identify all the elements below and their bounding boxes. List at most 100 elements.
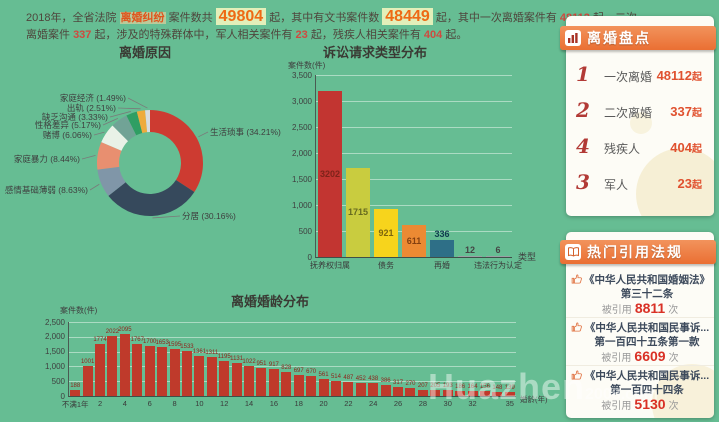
bar <box>95 343 106 396</box>
cited-label: 被引用 <box>601 305 632 316</box>
donut-slice-0 <box>150 110 204 192</box>
bar <box>343 381 354 396</box>
x-axis-tick-label: 20 <box>319 399 328 408</box>
thumbs-up-icon <box>571 320 583 338</box>
bar-value-label: 2022 <box>105 329 120 336</box>
bar-value-label: 670 <box>306 369 317 376</box>
bar-value-label: 207 <box>417 382 428 389</box>
gridline <box>69 351 516 353</box>
cited-unit: 次 <box>668 305 679 316</box>
law-name: 《中华人民共和国婚姻法》 <box>584 274 710 286</box>
donut-leader-line <box>102 117 119 126</box>
bar-value-label: 452 <box>355 375 366 382</box>
donut-leader-line <box>93 131 105 136</box>
marriage-duration-bar-chart: 0 500 1,000 1,500 2,000 2,500 188 不满1年 1001 1774 2… <box>45 318 516 409</box>
bar <box>244 365 255 396</box>
law-item: 《中华人民共和国婚姻法》 第三十二条被引用 8811 次 <box>566 270 714 318</box>
bar-value-label: 164 <box>467 384 478 391</box>
litigation-type-bar-chart: 0 500 1,000 1,500 2,000 2,500 3,000 3,500 3202 抚养… <box>292 71 522 271</box>
donut-slice-5 <box>112 115 137 142</box>
banner-text: 起。 <box>442 29 468 41</box>
bar <box>417 389 428 396</box>
bar-value-label: 3202 <box>319 168 341 179</box>
y-axis-tick-label: 2,000 <box>44 332 65 342</box>
cited-count: 8811 <box>634 300 666 316</box>
law-name: 《中华人民共和国民事诉... <box>584 370 710 382</box>
bar-value-label: 6 <box>495 245 501 255</box>
bar-value-label: 317 <box>393 379 404 386</box>
bar-value-label: 1653 <box>155 340 169 347</box>
bar <box>169 348 180 396</box>
bar-value-label: 1195 <box>217 353 231 360</box>
bar <box>380 384 391 396</box>
donut-slice-label: 出轨 (2.51%) <box>67 103 116 113</box>
bar <box>346 167 370 257</box>
x-axis-tick-label: 18 <box>294 399 303 408</box>
donut-slice-label: 性格差异 (5.17%) <box>35 120 101 130</box>
rank-value: 337起 <box>670 104 702 119</box>
bar <box>355 382 366 396</box>
donut-leader-line <box>127 97 148 109</box>
banner-text: 起，其中有文书案件数 <box>266 12 383 24</box>
bar-value-label: 188 <box>70 383 81 390</box>
bar-value-label: 611 <box>406 236 422 247</box>
bar-value-label: 1715 <box>347 207 369 218</box>
cited-count: 6609 <box>634 348 666 364</box>
law-article: 第三十二条 <box>620 288 674 300</box>
cited-count: 5130 <box>634 396 666 412</box>
rank-value: 48112起 <box>656 68 702 83</box>
banner-highlight-value: 49804 <box>215 8 267 25</box>
y-axis-tick-label: 2,500 <box>291 122 312 132</box>
rank-value-unit: 起 <box>692 180 702 191</box>
bar-value-label: 205 <box>430 382 441 389</box>
litigation-type-chart-title: 诉讼请求类型分布 <box>322 45 427 60</box>
donut-leader-line <box>198 131 209 138</box>
x-axis-tick-label: 30 <box>443 399 452 408</box>
hot-cited-regulations-panel: 《中华人民共和国婚姻法》 第三十二条被引用 8811 次《中华人民共和国民事诉... 第… <box>566 232 714 418</box>
bar <box>268 368 279 396</box>
bar-value-label: 1022 <box>242 358 256 365</box>
x-axis-tick-label: 再婚 <box>434 261 450 270</box>
bar-value-label: 2095 <box>118 327 132 333</box>
banner-highlight-value: 337 <box>73 29 92 41</box>
gridline <box>69 381 516 383</box>
y-axis-tick-label: 1,000 <box>291 200 312 210</box>
rank-number: 1 <box>576 62 590 86</box>
bar <box>306 376 317 396</box>
bar-value-label: 828 <box>281 364 292 371</box>
bar <box>504 391 515 396</box>
x-axis-tick-label: 28 <box>418 399 428 408</box>
bar <box>430 389 441 396</box>
y-axis-tick-label: 0 <box>60 391 65 401</box>
rank-value-unit: 起 <box>692 72 702 83</box>
bar <box>157 347 168 396</box>
bar <box>194 355 205 396</box>
bar <box>119 334 130 396</box>
y-axis-tick-label: 1,500 <box>291 174 312 184</box>
bar-value-label: 561 <box>318 372 329 379</box>
banner-line: 离婚案件 337 起，涉及的特殊群体中，军人相关案件有 23 起，残疾人相关案件… <box>26 26 666 45</box>
donut-slice-label: 生活琐事 (34.21%) <box>210 127 281 137</box>
bar <box>442 390 453 396</box>
donut-slice-6 <box>126 111 143 136</box>
bar-value-label: 1361 <box>192 348 207 355</box>
gridline <box>69 336 516 338</box>
bar <box>293 375 304 396</box>
donut-slice-1 <box>108 179 195 216</box>
donut-leader-line <box>89 183 100 191</box>
bar <box>492 391 503 396</box>
y-axis-tick-label: 2,500 <box>44 317 65 327</box>
x-axis-tick-label: 35 <box>505 399 514 408</box>
x-axis-tick-label: 26 <box>393 399 403 408</box>
banner-text: 案件数共 <box>165 12 216 24</box>
bar <box>467 391 478 396</box>
y-axis-tick-label: 500 <box>298 226 312 236</box>
bar-value-label: 270 <box>405 381 416 388</box>
decor-circle <box>630 112 652 134</box>
y-axis-tick-label: 500 <box>51 376 65 386</box>
rank-value: 404起 <box>670 140 702 155</box>
bar <box>281 371 292 396</box>
bar <box>107 336 118 396</box>
banner-line: 2018年，全省法院 离婚纠纷 案件数共 49804 起，其中有文书案件数 48… <box>26 7 666 26</box>
bar-value-label: 156 <box>479 384 490 391</box>
